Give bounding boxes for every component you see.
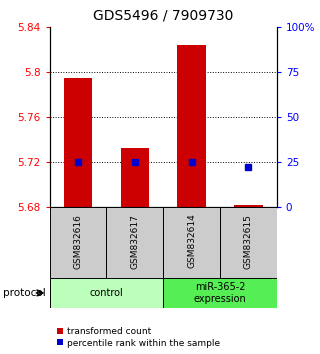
Bar <box>177 45 206 207</box>
Text: miR-365-2
expression: miR-365-2 expression <box>194 282 246 304</box>
Text: GSM832617: GSM832617 <box>130 213 139 269</box>
Text: protocol: protocol <box>3 288 46 298</box>
Text: GSM832616: GSM832616 <box>74 213 83 269</box>
Text: GSM832614: GSM832614 <box>187 214 196 268</box>
Bar <box>106 207 163 278</box>
Bar <box>163 207 220 278</box>
Bar <box>64 79 92 207</box>
Title: GDS5496 / 7909730: GDS5496 / 7909730 <box>93 8 233 23</box>
Text: control: control <box>90 288 123 298</box>
Bar <box>220 207 277 278</box>
Bar <box>234 205 263 207</box>
Text: GSM832615: GSM832615 <box>244 213 253 269</box>
Bar <box>121 148 149 207</box>
Bar <box>163 278 277 308</box>
Bar <box>50 278 163 308</box>
Bar <box>50 207 106 278</box>
Legend: transformed count, percentile rank within the sample: transformed count, percentile rank withi… <box>54 326 222 349</box>
